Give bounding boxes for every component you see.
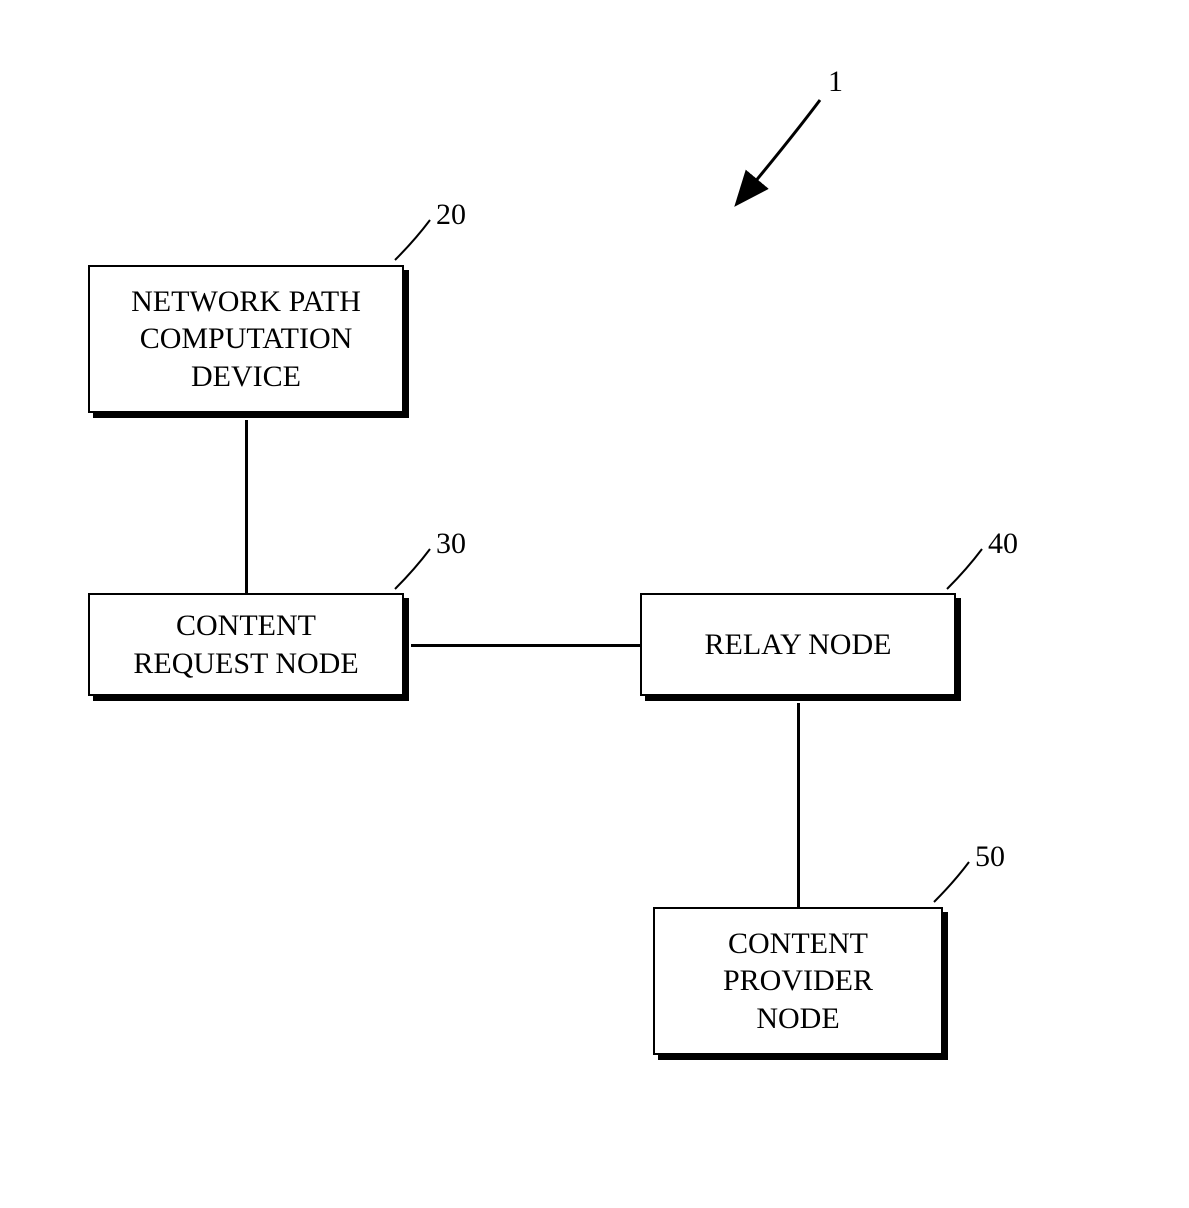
connector-crn-relay: [411, 644, 640, 647]
diagram-canvas: 1 NETWORK PATH COMPUTATION DEVICE 20 CON…: [0, 0, 1189, 1208]
ref-label-cpn: 50: [975, 840, 1005, 874]
leader-line-cpn: [0, 0, 1189, 1208]
connector-npcd-crn: [245, 420, 248, 593]
connector-relay-cpn: [797, 703, 800, 907]
